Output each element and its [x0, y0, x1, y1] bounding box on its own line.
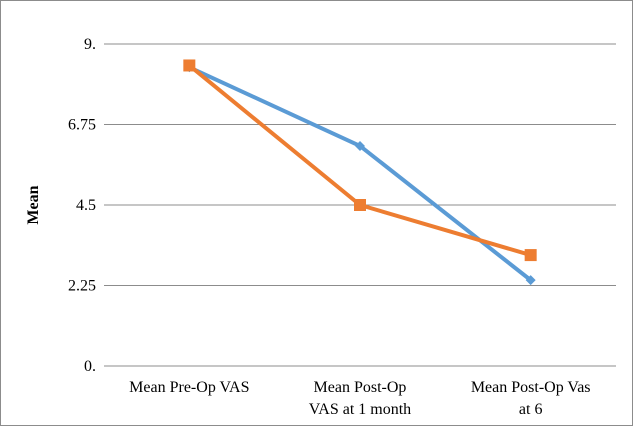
y-tick-label: 6.75: [68, 117, 96, 134]
series-2: [183, 59, 537, 262]
series-line: [187, 65, 533, 283]
data-point-square: [183, 59, 196, 72]
x-category-label: Mean Post-Op VAS at 1 month: [309, 379, 411, 418]
y-tick-label: 4.5: [76, 197, 96, 214]
x-category-label: Mean Pre-Op VAS: [129, 379, 249, 396]
series-group: [183, 59, 537, 286]
y-axis-title: Mean: [25, 185, 42, 224]
y-tick-label: 2.25: [68, 278, 96, 295]
y-tick-label: 9.: [84, 36, 96, 53]
y-tick-label: 0.: [84, 358, 96, 375]
data-point-diamond: [355, 140, 365, 151]
series-line: [187, 63, 533, 258]
x-category-label: Mean Post-Op Vas at 6: [471, 379, 591, 418]
data-point-square: [524, 249, 537, 262]
y-tick-labels: 0. 2.25 4.5 6.75 9.: [68, 36, 96, 375]
series-1: [184, 62, 536, 286]
data-point-diamond: [525, 275, 536, 286]
x-category-labels: Mean Pre-Op VAS Mean Post-Op VAS at 1 mont…: [129, 379, 590, 418]
data-point-square: [354, 199, 366, 211]
